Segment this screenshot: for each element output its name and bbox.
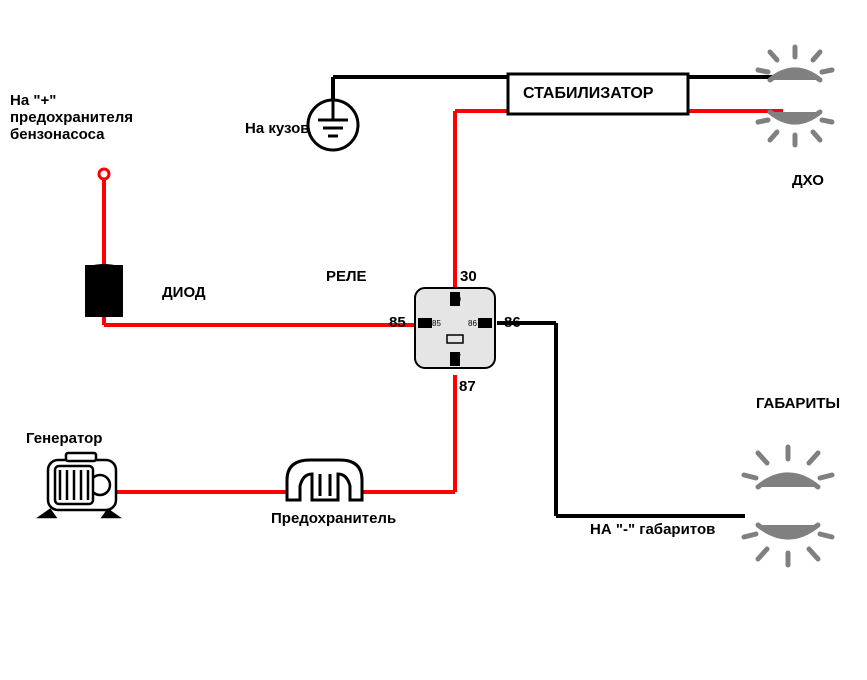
parking-minus-label: НА "-" габаритов: [590, 521, 715, 538]
fuse-label: Предохранитель: [271, 510, 396, 527]
ground-icon: [308, 100, 358, 150]
pin86-label: 86: [504, 314, 521, 331]
generator-label: Генератор: [26, 430, 102, 447]
relay-icon: 30 85 86 87: [415, 288, 495, 368]
fuse-plus-label: На "+" предохранителя бензонасоса: [10, 92, 133, 143]
diode-icon: [85, 264, 123, 317]
terminal-circle: [99, 169, 109, 179]
black-wires: [333, 77, 783, 516]
parking-icon: [744, 447, 832, 565]
diode-label: ДИОД: [162, 284, 206, 301]
svg-text:85: 85: [432, 319, 441, 328]
pin87-label: 87: [459, 378, 476, 395]
parking-label: ГАБАРИТЫ: [756, 395, 840, 412]
svg-text:87: 87: [452, 353, 461, 362]
body-label: На кузов: [245, 120, 309, 137]
generator-icon: [40, 453, 118, 517]
stabilizer-label: СТАБИЛИЗАТОР: [523, 85, 653, 103]
relay-label: РЕЛЕ: [326, 268, 367, 285]
pin85-label: 85: [389, 314, 406, 331]
svg-text:30: 30: [452, 295, 461, 304]
drl-label: ДХО: [792, 172, 824, 189]
fuse-icon: [287, 460, 362, 500]
svg-text:86: 86: [468, 319, 477, 328]
pin30-label: 30: [460, 268, 477, 285]
drl-icon: [758, 47, 832, 145]
